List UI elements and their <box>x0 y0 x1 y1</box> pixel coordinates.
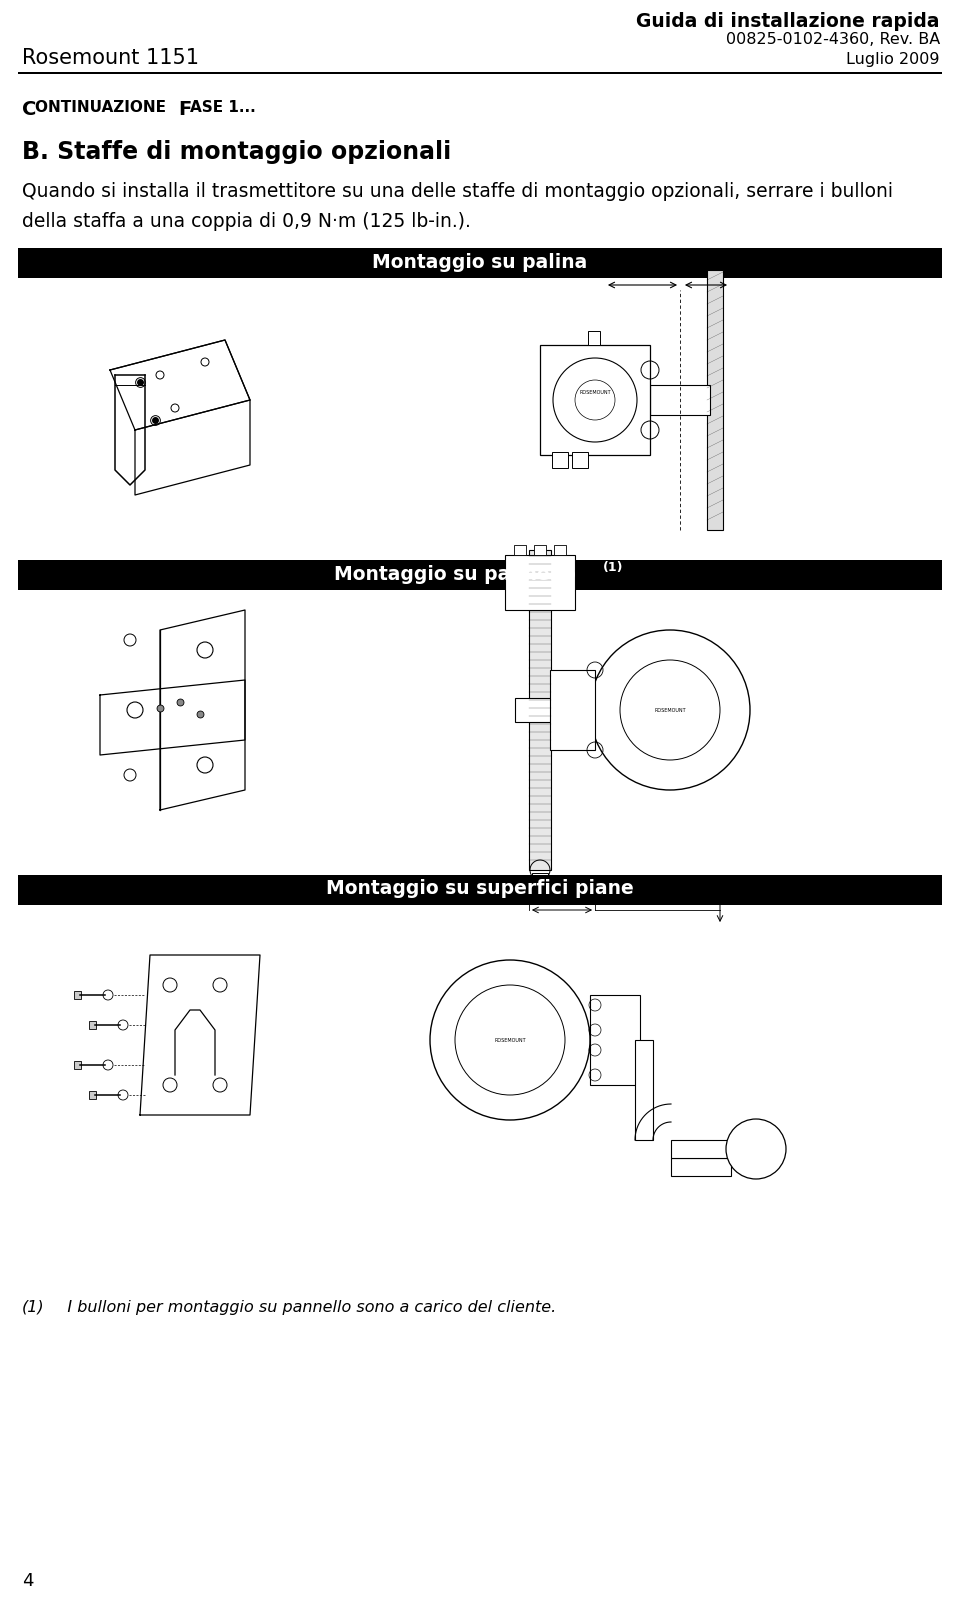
Bar <box>74 991 81 999</box>
Text: ASE 1...: ASE 1... <box>190 100 255 114</box>
Bar <box>550 670 595 751</box>
Bar <box>540 345 650 454</box>
Bar <box>707 271 723 530</box>
Text: Montaggio su pannello: Montaggio su pannello <box>334 564 576 583</box>
Bar <box>554 545 566 556</box>
Text: B. Staffe di montaggio opzionali: B. Staffe di montaggio opzionali <box>22 140 451 164</box>
Bar <box>18 905 942 1179</box>
Bar <box>552 453 568 469</box>
Text: della staffa a una coppia di 0,9 N·m (125 lb-in.).: della staffa a una coppia di 0,9 N·m (12… <box>22 213 470 230</box>
Text: Montaggio su superfici piane: Montaggio su superfici piane <box>326 880 634 899</box>
Text: C: C <box>22 100 36 119</box>
Bar <box>534 545 546 556</box>
Bar <box>18 279 942 556</box>
Bar <box>89 1021 96 1029</box>
Bar <box>590 996 640 1084</box>
Text: ROSEMOUNT: ROSEMOUNT <box>579 390 611 395</box>
Text: ROSEMOUNT: ROSEMOUNT <box>654 707 685 712</box>
Bar <box>650 385 710 416</box>
Text: ONTINUAZIONE: ONTINUAZIONE <box>35 100 171 114</box>
Bar <box>572 453 588 469</box>
Bar <box>671 1158 731 1176</box>
Text: (1): (1) <box>603 561 623 574</box>
Circle shape <box>726 1120 786 1179</box>
Bar <box>74 1062 81 1070</box>
Text: I bulloni per montaggio su pannello sono a carico del cliente.: I bulloni per montaggio su pannello sono… <box>52 1300 556 1315</box>
Bar <box>515 698 565 722</box>
Bar <box>18 248 942 279</box>
Text: Guida di installazione rapida: Guida di installazione rapida <box>636 11 940 31</box>
Bar <box>505 556 575 611</box>
Text: Luglio 2009: Luglio 2009 <box>847 52 940 68</box>
Bar <box>635 1041 653 1141</box>
Bar <box>532 873 548 896</box>
Text: 00825-0102-4360, Rev. BA: 00825-0102-4360, Rev. BA <box>726 32 940 47</box>
Bar <box>18 590 942 865</box>
Text: Rosemount 1151: Rosemount 1151 <box>22 48 199 68</box>
Bar <box>89 1091 96 1099</box>
Bar <box>18 561 942 590</box>
Bar <box>514 545 526 556</box>
Text: (1): (1) <box>22 1300 44 1315</box>
Bar <box>18 72 942 74</box>
Bar <box>529 549 551 870</box>
Bar <box>588 330 600 345</box>
Bar <box>671 1141 731 1158</box>
Text: 4: 4 <box>22 1572 34 1590</box>
Text: Quando si installa il trasmettitore su una delle staffe di montaggio opzionali, : Quando si installa il trasmettitore su u… <box>22 182 893 201</box>
Text: ROSEMOUNT: ROSEMOUNT <box>494 1037 526 1042</box>
Text: F: F <box>178 100 191 119</box>
Bar <box>18 875 942 905</box>
Text: Montaggio su palina: Montaggio su palina <box>372 253 588 272</box>
